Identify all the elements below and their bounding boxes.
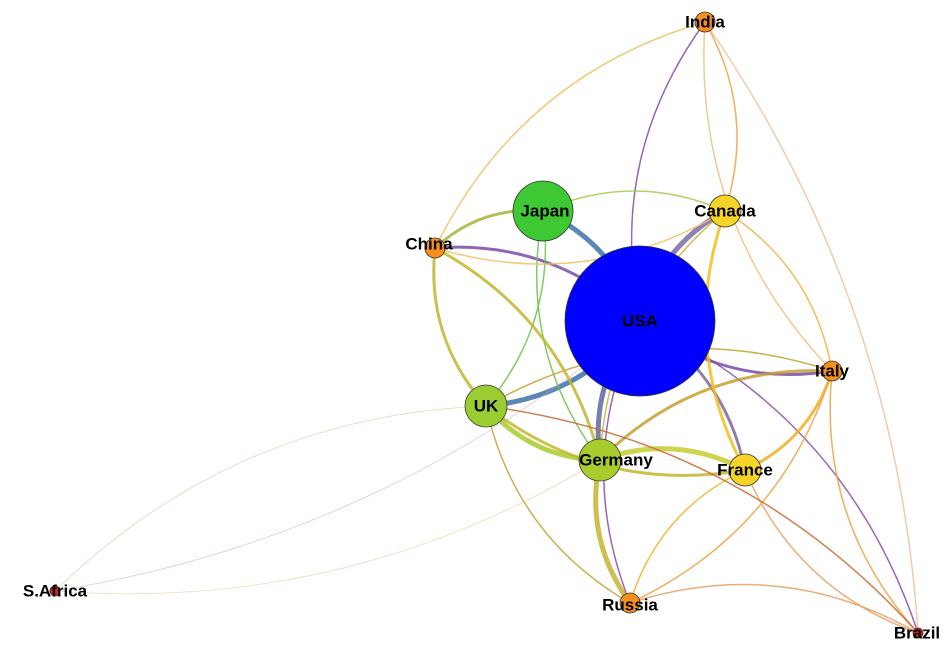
edge-germany-russia	[593, 459, 633, 605]
labels-layer: USA Japan UK Germany Canada France India China I…	[23, 13, 940, 643]
edge-canada-india	[704, 21, 738, 212]
edge-france-brazil	[744, 469, 919, 634]
nodes-layer	[49, 11, 924, 639]
node-label-france: France	[717, 461, 773, 480]
edges-layer	[54, 21, 919, 634]
node-china[interactable]	[424, 237, 446, 259]
node-label-india: India	[685, 13, 725, 32]
node-usa[interactable]	[564, 245, 716, 397]
edge-germany-china	[434, 246, 602, 461]
node-canada[interactable]	[708, 194, 742, 228]
node-label-italy: Italy	[815, 362, 850, 381]
node-label-china: China	[405, 235, 453, 254]
edge-uk-china	[432, 247, 488, 407]
node-uk[interactable]	[464, 384, 508, 428]
node-label-canada: Canada	[694, 202, 756, 221]
node-label-uk: UK	[474, 397, 499, 416]
node-japan[interactable]	[512, 180, 574, 242]
node-label-safrica: S.Africa	[23, 582, 88, 601]
node-label-russia: Russia	[602, 596, 658, 615]
edge-safrica-usa	[54, 320, 641, 592]
edge-safrica-germany	[54, 459, 601, 595]
edge-uk-russia	[485, 405, 631, 604]
node-russia[interactable]	[619, 592, 641, 614]
edge-china-india	[434, 21, 706, 249]
edge-italy-brazil	[829, 370, 919, 634]
node-label-usa: USA	[622, 312, 658, 331]
node-brazil[interactable]	[912, 627, 924, 639]
node-label-japan: Japan	[520, 202, 569, 221]
node-label-germany: Germany	[579, 451, 653, 470]
node-safrica[interactable]	[49, 585, 61, 597]
edge-canada-italy	[724, 210, 833, 372]
node-germany[interactable]	[578, 438, 622, 482]
edge-italy-russia	[629, 370, 833, 604]
edge-uk-brazil	[485, 405, 919, 634]
node-italy[interactable]	[821, 360, 843, 382]
node-india[interactable]	[694, 11, 716, 33]
edge-russia-brazil	[629, 583, 919, 634]
edge-safrica-uk	[54, 405, 487, 592]
edge-china-canada	[434, 210, 726, 265]
edge-france-russia	[629, 469, 746, 604]
node-france[interactable]	[728, 453, 762, 487]
node-label-brazil: Brazil	[894, 624, 940, 643]
edge-india-brazil	[704, 21, 919, 634]
